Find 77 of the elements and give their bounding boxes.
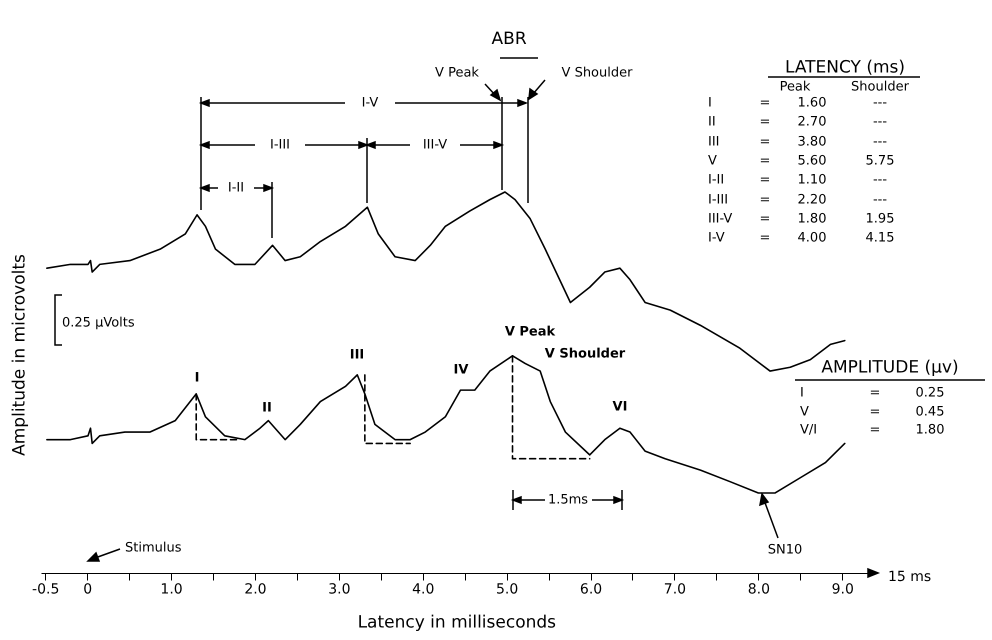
- x-tick-label: 7.0: [664, 582, 686, 598]
- text: Shoulder: [851, 80, 909, 94]
- annotation: I-II: [228, 180, 244, 196]
- text: I-II: [708, 172, 724, 188]
- text: ---: [872, 134, 888, 150]
- text: ---: [872, 192, 888, 207]
- x-tick-label: 0: [83, 582, 92, 598]
- annotation: III: [350, 348, 364, 362]
- text: I-V: [362, 96, 378, 110]
- text: I-III: [270, 138, 290, 152]
- annotation: VI: [612, 400, 628, 414]
- annotation: I: [194, 370, 200, 386]
- text: ---: [872, 96, 888, 110]
- x-tick-label: 2.0: [244, 582, 267, 598]
- text: 0.45: [916, 404, 944, 419]
- text: Peak: [780, 80, 810, 94]
- text: 3.80: [798, 134, 826, 150]
- text: LATENCY (ms): [784, 58, 906, 78]
- annotation: 0.25 μVolts: [62, 316, 135, 330]
- annotation: V: [800, 404, 809, 419]
- text: II: [708, 114, 716, 130]
- annotation: V/I: [800, 422, 818, 438]
- text: V Shoulder: [562, 66, 632, 80]
- annotation: 4.00: [798, 230, 826, 246]
- annotation: SN10: [768, 542, 802, 558]
- annotation: =: [870, 422, 880, 438]
- x-tick-label: -0.5: [32, 582, 60, 598]
- y-axis-title: Amplitude in microvolts: [10, 254, 30, 456]
- text: =: [760, 96, 770, 110]
- annotation: 2.20: [798, 192, 826, 207]
- annotation: =: [870, 386, 880, 400]
- text: V Peak: [435, 66, 479, 80]
- annotation: I: [800, 386, 804, 400]
- annotation: =: [870, 404, 880, 419]
- annotation: =: [760, 211, 770, 226]
- text: ---: [872, 172, 888, 188]
- text: ---: [872, 114, 888, 130]
- x-tick-label: 5.0: [496, 582, 518, 598]
- annotation: 1.5ms: [548, 492, 588, 508]
- text: 2.70: [798, 114, 826, 130]
- annotation: AMPLITUDE (μv): [821, 358, 959, 378]
- text: =: [760, 114, 770, 130]
- annotation: II: [262, 400, 272, 416]
- text: 1.60: [798, 96, 826, 110]
- x-tick-label: 6.0: [580, 582, 602, 598]
- annotation: IV: [454, 362, 468, 378]
- x-axis-title: Latency in milliseconds: [358, 612, 556, 632]
- x-tick-label: 8.0: [748, 582, 770, 598]
- annotation: 4.15: [866, 230, 894, 246]
- annotation: V Shoulder: [544, 346, 626, 362]
- text: III-V: [422, 138, 448, 152]
- text: 0.25: [916, 386, 944, 400]
- x-tick-label: 9.0: [832, 582, 854, 598]
- text: I: [708, 96, 712, 110]
- text: V: [708, 153, 717, 168]
- text: 15 ms: [888, 569, 932, 585]
- annotation: V Peak: [504, 324, 556, 340]
- text: III: [708, 134, 720, 150]
- text: 5.60: [798, 153, 826, 168]
- text: =: [760, 134, 770, 150]
- annotation: 1.80: [798, 211, 826, 226]
- x-tick-label: 1.0: [160, 582, 183, 598]
- chart-title: ABR: [492, 29, 527, 50]
- annotation: =: [760, 230, 770, 246]
- x-tick-label: 3.0: [328, 582, 350, 598]
- text: =: [760, 153, 770, 168]
- text: 1.10: [798, 172, 826, 188]
- annotation: I-V: [708, 230, 725, 246]
- text: 1.80: [916, 422, 944, 438]
- text: =: [760, 172, 770, 188]
- annotation: Stimulus: [125, 540, 182, 556]
- x-tick-label: 4.0: [412, 582, 434, 598]
- annotation: 1.95: [866, 211, 894, 226]
- annotation: I-III: [708, 192, 728, 207]
- annotation: =: [760, 192, 770, 207]
- text: 5.75: [866, 153, 894, 168]
- annotation: III-V: [708, 211, 732, 226]
